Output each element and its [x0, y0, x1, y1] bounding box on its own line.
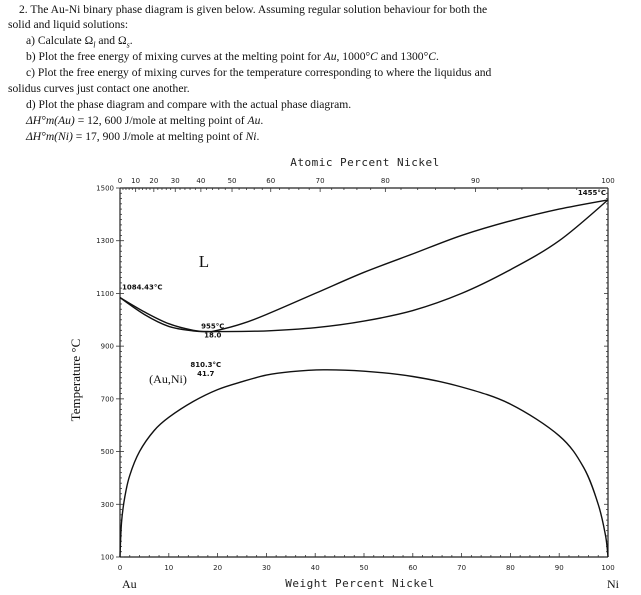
- phase-boundaries: [119, 199, 609, 558]
- problem-line-c: c) Plot the free energy of mixing curves…: [26, 66, 492, 79]
- region-label-solid: (Au,Ni): [149, 372, 187, 386]
- y-tick-label: 1500: [96, 185, 114, 193]
- x-tick-label: 70: [457, 564, 466, 572]
- y-tick-label: 700: [101, 395, 114, 403]
- problem-line-b: b) Plot the free energy of mixing curves…: [26, 50, 439, 63]
- x-tick-label: 20: [213, 564, 222, 572]
- x2-axis-title: Atomic Percent Nickel: [290, 156, 440, 169]
- x-tick-label: 10: [164, 564, 173, 572]
- x-tick-label: 0: [118, 564, 122, 572]
- x-tick-label: 60: [408, 564, 417, 572]
- x2-tick-label: 90: [471, 177, 480, 185]
- y-tick-label: 300: [101, 501, 114, 509]
- annotation-label: 810.3°C: [190, 361, 221, 369]
- problem-line-1: 2. The Au-Ni binary phase diagram is giv…: [19, 3, 488, 16]
- problem-line-h-au: ΔH°m(Au) = 12, 600 J/mole at melting poi…: [26, 114, 264, 127]
- solvus-curve: [119, 369, 609, 558]
- problem-line-a: a) Calculate Ωl and Ωs.: [26, 34, 133, 50]
- region-label-liquid: L: [199, 252, 209, 271]
- x2-tick-label: 20: [149, 177, 158, 185]
- x-tick-label: 90: [555, 564, 564, 572]
- x2-tick-label: 30: [171, 177, 180, 185]
- problem-line-h-ni: ΔH°m(Ni) = 17, 900 J/mole at melting poi…: [26, 130, 260, 143]
- annotation-label: 1084.43°C: [122, 284, 163, 292]
- x-tick-label: 100: [601, 564, 614, 572]
- endpoint-label-au: Au: [122, 577, 137, 591]
- x2-tick-label: 70: [316, 177, 325, 185]
- y-axis-title: Temperature °C: [68, 339, 83, 422]
- x2-tick-label: 40: [196, 177, 205, 185]
- x-tick-label: 40: [311, 564, 320, 572]
- annotation-label: 955°C: [201, 323, 224, 331]
- annotation-sublabel: 41.7: [197, 370, 214, 378]
- x-tick-label: 80: [506, 564, 515, 572]
- x2-tick-label: 10: [131, 177, 140, 185]
- chart-labels: 1084.43°C 955°C18.0 1455°C 810.3°C41.7 L (Au,…: [68, 156, 620, 591]
- endpoint-label-ni: Ni: [607, 577, 620, 591]
- axis-ticks: 0 10 20 30 40 50 60 70 80 90 100 0 10 20 30 40 50 60 70 80 9…: [96, 177, 615, 572]
- liquidus-curve: [119, 199, 609, 333]
- annotation-sublabel: 18.0: [204, 332, 221, 340]
- annotation-label: 1455°C: [578, 189, 606, 197]
- x-tick-label: 30: [262, 564, 271, 572]
- y-tick-label: 100: [101, 554, 114, 562]
- y-tick-label: 1300: [96, 237, 114, 245]
- y-tick-label: 1100: [96, 290, 114, 298]
- plot-axes: [119, 187, 609, 558]
- problem-line-c2: solidus curves just contact one another.: [8, 82, 190, 95]
- x2-tick-label: 60: [266, 177, 275, 185]
- x-axis-title: Weight Percent Nickel: [285, 577, 435, 590]
- x2-tick-label: 100: [601, 177, 614, 185]
- x2-tick-label: 0: [118, 177, 122, 185]
- y-tick-label: 500: [101, 448, 114, 456]
- solidus-curve: [119, 199, 609, 333]
- y-tick-label: 900: [101, 343, 114, 351]
- problem-line-d: d) Plot the phase diagram and compare wi…: [26, 98, 352, 111]
- x2-tick-label: 50: [228, 177, 237, 185]
- x-tick-label: 50: [360, 564, 369, 572]
- x2-tick-label: 80: [381, 177, 390, 185]
- problem-line-2: solid and liquid solutions:: [8, 18, 129, 31]
